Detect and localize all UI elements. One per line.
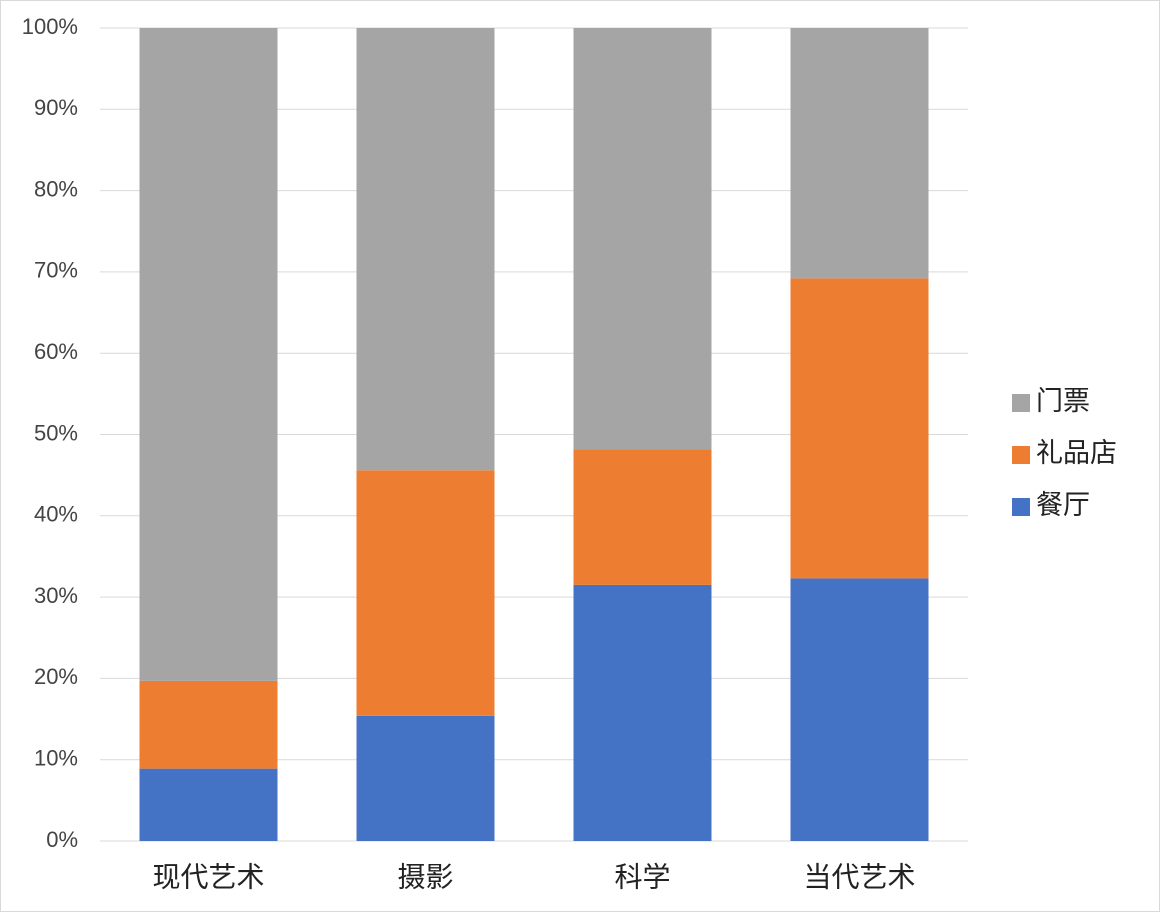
y-tick-label: 80% <box>34 176 78 201</box>
bar-segment <box>356 470 495 716</box>
y-tick-label: 70% <box>34 258 78 283</box>
y-tick-label: 20% <box>34 664 78 689</box>
y-tick-label: 10% <box>34 746 78 771</box>
legend-label: 门票 <box>1036 386 1090 416</box>
x-tick-label: 现代艺术 <box>152 861 264 892</box>
x-tick-label: 当代艺术 <box>803 861 915 892</box>
bar-segment <box>790 28 929 279</box>
bar-segment <box>139 768 278 841</box>
y-tick-label: 30% <box>34 583 78 608</box>
y-tick-label: 40% <box>34 502 78 527</box>
y-tick-label: 50% <box>34 420 78 445</box>
bar-segment <box>139 680 278 769</box>
legend-label: 餐厅 <box>1036 490 1090 520</box>
y-tick-label: 0% <box>46 827 78 852</box>
bar-segment <box>356 28 495 471</box>
y-tick-label: 100% <box>22 14 78 39</box>
bar-segment <box>790 578 929 841</box>
bar-segment <box>139 28 278 681</box>
bar-segment <box>573 28 712 450</box>
legend-swatch <box>1012 446 1030 464</box>
y-tick-label: 90% <box>34 95 78 120</box>
x-tick-label: 摄影 <box>397 861 453 892</box>
bar-segment <box>573 449 712 585</box>
bar-segment <box>790 278 929 579</box>
y-tick-label: 60% <box>34 339 78 364</box>
legend-label: 礼品店 <box>1036 438 1117 468</box>
legend-swatch <box>1012 394 1030 412</box>
bar-segment <box>573 584 712 841</box>
x-tick-label: 科学 <box>614 861 670 892</box>
legend-swatch <box>1012 498 1030 516</box>
bar-segment <box>356 715 495 841</box>
